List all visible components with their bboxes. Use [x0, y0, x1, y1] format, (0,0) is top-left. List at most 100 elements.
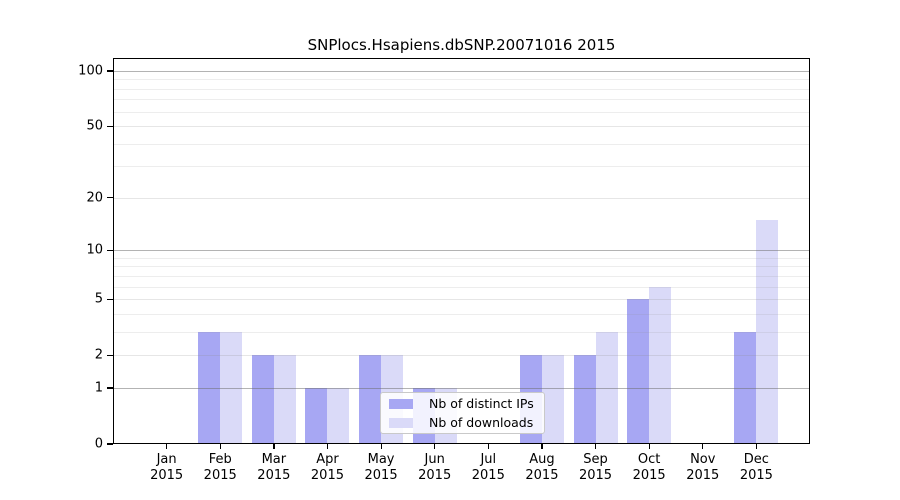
- x-tick-mar: [273, 444, 275, 449]
- gridline-100: [113, 70, 810, 72]
- x-tick-label-sep: Sep 2015: [561, 452, 631, 483]
- x-tick-label-year: 2015: [203, 467, 237, 483]
- x-tick-feb: [219, 444, 221, 449]
- gridline-50: [113, 126, 810, 128]
- bar-downloads-mar: [273, 355, 296, 444]
- x-tick-jul: [487, 444, 489, 449]
- legend-swatch-downloads-icon: [389, 417, 413, 428]
- x-tick-label-year: 2015: [364, 467, 398, 483]
- x-tick-label-month: Mar: [261, 452, 287, 467]
- x-tick-label-apr: Apr 2015: [292, 452, 362, 483]
- x-tick-label-year: 2015: [525, 467, 559, 483]
- gridline-10: [113, 250, 810, 252]
- x-tick-label-jul: Jul 2015: [453, 452, 523, 483]
- y-tick-label-50: 50: [86, 118, 103, 134]
- x-tick-label-year: 2015: [471, 467, 505, 483]
- x-tick-jan: [166, 444, 168, 449]
- legend-row-distinct-ips: Nb of distinct IPs: [387, 397, 538, 410]
- gridline-80: [113, 88, 810, 90]
- gridline-6: [113, 286, 810, 288]
- x-tick-label-mar: Mar 2015: [239, 452, 309, 483]
- legend-box: Nb of distinct IPs Nb of downloads: [380, 392, 545, 434]
- x-tick-dec: [755, 444, 758, 449]
- y-tick-100: [107, 70, 113, 72]
- x-tick-label-month: Jun: [424, 452, 445, 467]
- x-tick-jun: [434, 444, 436, 449]
- gridline-5: [113, 299, 810, 301]
- x-tick-label-nov: Nov 2015: [668, 452, 738, 483]
- x-tick-label-month: Jan: [156, 452, 177, 467]
- x-tick-label-dec: Dec 2015: [721, 452, 791, 483]
- x-tick-label-month: Dec: [743, 452, 769, 467]
- gridline-20: [113, 197, 810, 199]
- x-tick-label-month: Nov: [690, 452, 716, 467]
- x-tick-nov: [702, 444, 704, 449]
- x-tick-label-month: May: [367, 452, 395, 467]
- x-tick-may: [380, 444, 382, 449]
- bar-downloads-aug: [541, 355, 564, 444]
- legend-label-distinct-ips: Nb of distinct IPs: [429, 396, 534, 411]
- bar-downloads-apr: [327, 387, 350, 444]
- x-tick-label-oct: Oct 2015: [614, 452, 684, 483]
- y-tick-20: [107, 197, 113, 199]
- plot-area: [113, 58, 810, 444]
- x-tick-label-year: 2015: [578, 467, 613, 483]
- x-tick-label-year: 2015: [739, 467, 773, 483]
- y-tick-label-5: 5: [94, 291, 103, 307]
- bar-downloads-sep: [595, 331, 618, 444]
- y-tick-1: [107, 387, 113, 389]
- gridline-60: [113, 111, 810, 113]
- x-tick-label-month: Aug: [529, 452, 555, 467]
- x-tick-label-month: Feb: [208, 452, 232, 467]
- x-tick-label-month: Sep: [583, 452, 608, 467]
- x-tick-label-aug: Aug 2015: [507, 452, 577, 483]
- x-tick-label-month: Apr: [316, 452, 339, 467]
- legend-row-downloads: Nb of downloads: [387, 416, 538, 429]
- x-tick-label-year: 2015: [686, 467, 720, 483]
- bar-downloads-dec: [756, 219, 779, 444]
- bar-distinct-ips-oct: [627, 299, 650, 444]
- x-tick-label-year: 2015: [150, 467, 184, 483]
- x-tick-apr: [326, 444, 329, 449]
- y-tick-50: [107, 125, 113, 127]
- legend-label-downloads: Nb of downloads: [429, 415, 534, 430]
- bar-distinct-ips-apr: [305, 387, 328, 444]
- gridline-40: [113, 143, 810, 145]
- y-tick-label-100: 100: [78, 63, 103, 79]
- x-tick-label-jan: Jan 2015: [132, 452, 202, 483]
- gridline-9: [113, 257, 810, 259]
- y-tick-10: [107, 249, 113, 251]
- x-tick-label-month: Jul: [480, 452, 497, 467]
- gridline-70: [113, 99, 810, 101]
- x-tick-label-year: 2015: [310, 467, 344, 483]
- y-tick-label-20: 20: [86, 190, 103, 206]
- x-tick-oct: [648, 444, 650, 449]
- bar-downloads-feb: [220, 331, 243, 444]
- bar-distinct-ips-may: [359, 355, 382, 444]
- y-tick-label-10: 10: [86, 242, 103, 258]
- bar-downloads-oct: [649, 286, 672, 444]
- x-tick-aug: [541, 444, 543, 449]
- x-tick-label-feb: Feb 2015: [185, 452, 255, 483]
- y-tick-label-1: 1: [94, 380, 103, 396]
- x-tick-label-year: 2015: [257, 467, 291, 483]
- chart-title: SNPlocs.Hsapiens.dbSNP.20071016 2015: [307, 36, 616, 54]
- gridline-4: [113, 313, 810, 315]
- x-tick-sep: [595, 444, 597, 449]
- gridline-7: [113, 275, 810, 277]
- legend-swatch-distinct-ips-icon: [389, 398, 413, 409]
- x-tick-label-month: Oct: [637, 452, 661, 467]
- x-tick-label-year: 2015: [418, 467, 452, 483]
- y-tick-5: [107, 298, 113, 300]
- bar-distinct-ips-feb: [198, 331, 221, 444]
- x-tick-label-may: May 2015: [346, 452, 416, 483]
- y-tick-0: [107, 443, 113, 445]
- gridline-90: [113, 79, 810, 81]
- gridline-8: [113, 266, 810, 268]
- bar-distinct-ips-mar: [251, 355, 274, 444]
- y-tick-2: [107, 354, 113, 356]
- bar-distinct-ips-dec: [734, 331, 757, 444]
- x-tick-label-year: 2015: [632, 467, 666, 483]
- y-tick-label-2: 2: [94, 347, 103, 363]
